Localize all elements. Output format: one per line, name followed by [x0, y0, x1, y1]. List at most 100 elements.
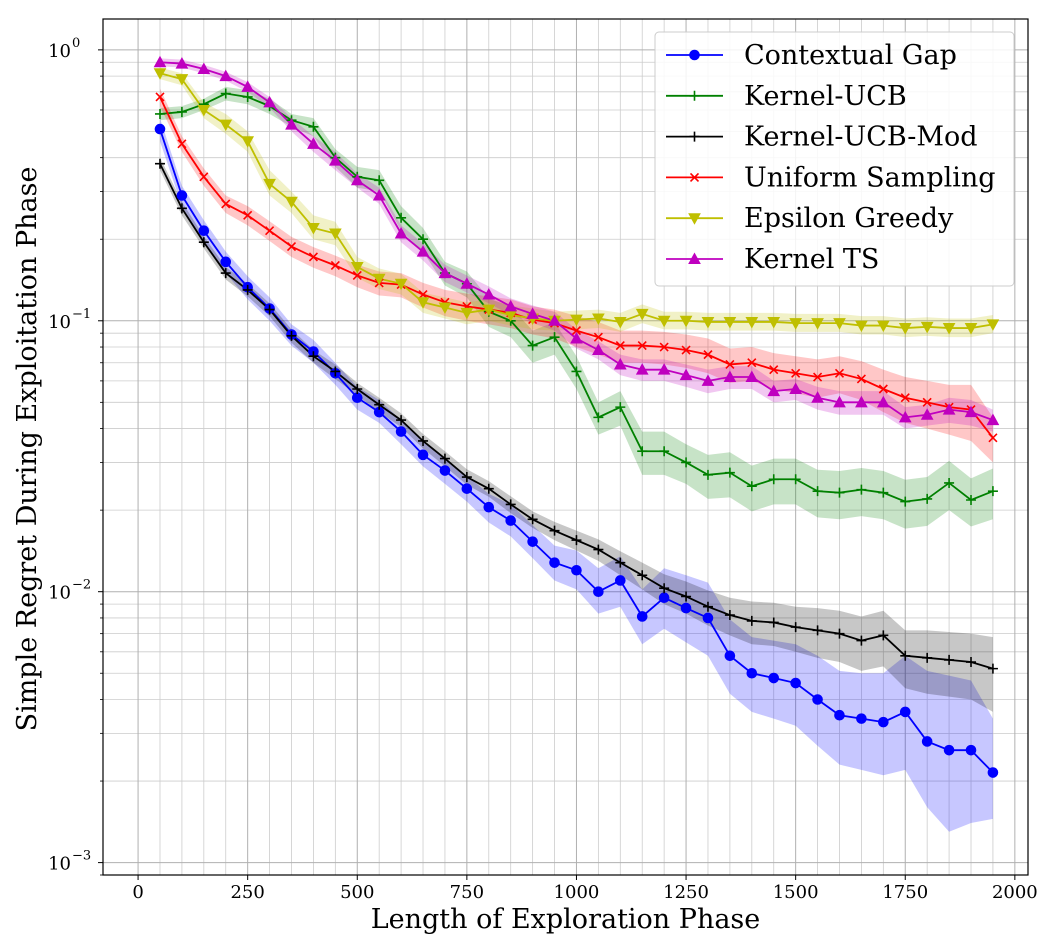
kernel-ucb-point: [527, 340, 538, 351]
kernel-ucb-point: [856, 484, 867, 495]
kernel-ucb-mod-point: [812, 625, 823, 636]
epsilon-greedy-band: [159, 67, 993, 338]
kernel-ts-point: [570, 331, 583, 344]
kernel-ucb-point: [549, 332, 560, 343]
contextual-gap-point: [549, 557, 560, 568]
epsilon-greedy-point: [285, 196, 298, 209]
kernel-ts-point: [307, 137, 320, 149]
epsilon-greedy-point: [657, 315, 671, 328]
epsilon-greedy-point: [898, 323, 912, 335]
contextual-gap-point: [834, 709, 845, 721]
kernel-ucb-point: [724, 467, 735, 478]
kernel-ts-point: [285, 118, 298, 130]
y-tick-exponent: −3: [72, 849, 91, 864]
contextual-gap-point: [790, 677, 801, 689]
epsilon-greedy-point: [241, 136, 255, 148]
kernel-ucb-mod-point: [308, 351, 319, 362]
contextual-gap-point: [154, 123, 166, 135]
contextual-gap-point: [417, 449, 429, 461]
kernel-ucb-point: [593, 412, 604, 423]
kernel-ucb-mod-point: [987, 663, 998, 674]
kernel-ucb-point: [834, 487, 845, 498]
contextual-gap-point: [176, 190, 188, 201]
kernel-ucb-point: [615, 402, 626, 413]
epsilon-greedy-point: [438, 302, 452, 314]
kernel-ts-point: [789, 382, 802, 394]
epsilon-greedy-point: [986, 319, 1000, 331]
legend-label-epsilon-greedy: Epsilon Greedy: [744, 203, 954, 234]
kernel-ucb-point: [768, 474, 779, 485]
x-tick-label: 750: [450, 882, 484, 903]
epsilon-greedy-point: [329, 228, 342, 241]
y-tick-label: 10: [48, 41, 71, 62]
epsilon-greedy-point: [460, 307, 474, 320]
kernel-ucb-mod-point: [615, 557, 626, 568]
contextual-gap-point: [351, 392, 363, 404]
contextual-gap-point: [943, 744, 955, 756]
kernel-ts-point: [526, 307, 539, 319]
epsilon-greedy-point: [920, 321, 934, 334]
uniform-sampling-point: [769, 365, 779, 375]
y-tick-exponent: −1: [72, 307, 91, 322]
contextual-gap-point: [527, 536, 538, 547]
uniform-sampling-point: [637, 341, 647, 351]
kernel-ts-point: [811, 391, 824, 403]
x-tick-label: 1000: [554, 882, 600, 903]
uniform-sampling-point: [878, 384, 888, 394]
kernel-ucb-point: [308, 121, 319, 132]
contextual-gap-point: [614, 575, 626, 586]
uniform-sampling-point: [813, 372, 823, 382]
contextual-gap-point: [483, 501, 495, 513]
kernel-ucb-mod-point: [264, 304, 275, 315]
x-tick-label: 0: [132, 882, 143, 903]
kernel-ucb-mod-point: [220, 268, 231, 279]
contextual-gap-point: [395, 426, 407, 437]
minor-gridlines: [103, 19, 1028, 876]
legend-marker-epsilon-greedy: [688, 213, 701, 225]
epsilon-greedy-point: [964, 323, 978, 335]
kernel-ucb-mod-point: [659, 583, 670, 594]
kernel-ts-point: [219, 69, 233, 82]
kernel-ts-point: [635, 363, 649, 375]
contextual-gap-point: [768, 672, 780, 684]
kernel-ucb-mod-point: [396, 415, 407, 426]
kernel-ucb-mod-point: [768, 617, 779, 628]
legend-marker-kernel-ts: [688, 252, 701, 264]
kernel-ucb-point: [812, 486, 823, 497]
kernel-ucb-mod-point: [593, 544, 604, 555]
major-gridlines: [103, 19, 1028, 875]
kernel-ucb-mod-point: [944, 654, 955, 665]
contextual-gap-point: [505, 515, 517, 526]
uniform-sampling-point: [922, 397, 932, 407]
kernel-ucb-mod-point: [549, 525, 560, 536]
uniform-sampling-point: [791, 368, 801, 378]
kernel-ucb-point: [242, 91, 253, 102]
kernel-ucb-point: [987, 486, 998, 497]
kernel-ucb-point: [374, 175, 385, 186]
kernel-ts-point: [460, 277, 474, 289]
contextual-gap-point: [878, 716, 889, 728]
kernel-ucb-mod-point: [746, 615, 757, 626]
epsilon-greedy-point: [570, 314, 583, 327]
epsilon-greedy-point: [701, 316, 715, 329]
y-tick-exponent: −2: [72, 578, 91, 593]
kernel-ts-point: [986, 413, 1000, 426]
kernel-ucb-point: [900, 496, 911, 507]
contextual-gap-point: [461, 483, 473, 494]
kernel-ucb-mod-point: [922, 652, 933, 663]
y-tick-label: 10: [48, 312, 71, 333]
kernel-ucb-mod-point: [637, 570, 648, 581]
epsilon-greedy-point: [394, 278, 408, 291]
kernel-ts-point: [833, 395, 846, 408]
contextual-gap-point: [658, 592, 670, 604]
contextual-gap-point: [899, 706, 911, 718]
kernel-ts-point: [153, 55, 167, 68]
legend-label-kernel-ucb: Kernel-UCB: [744, 81, 907, 112]
legend-marker-contextual-gap: [689, 49, 700, 61]
legend: Contextual Gap Kernel-UCB Kernel-UCB-Mod Un…: [654, 31, 1015, 287]
contextual-gap-point: [702, 612, 714, 624]
kernel-ucb-mod-point: [702, 601, 713, 612]
kernel-ts-point: [745, 370, 759, 383]
